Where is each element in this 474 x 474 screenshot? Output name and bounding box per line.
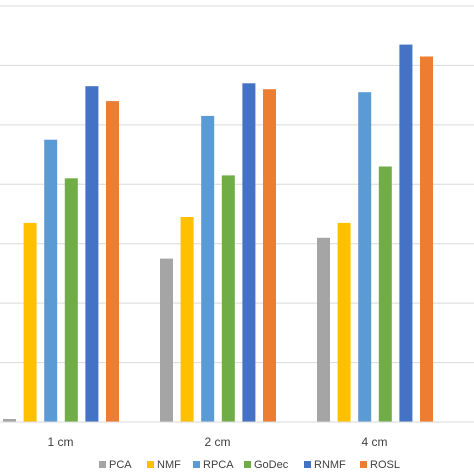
- legend-swatch-rpca: [193, 461, 200, 468]
- bar-rpca-4cm: [358, 92, 372, 422]
- legend-label-nmf: NMF: [157, 459, 181, 471]
- bar-pca-1cm: [3, 419, 16, 422]
- legend-label-pca: PCA: [109, 459, 132, 471]
- bar-pca-4cm: [317, 237, 330, 422]
- x-tick-labels: 1 cm 2 cm 4 cm: [47, 435, 387, 449]
- bar-godec-4cm: [378, 166, 392, 422]
- legend-swatch-rnmf: [304, 461, 311, 468]
- x-tick-label: 2 cm: [204, 435, 230, 449]
- bar-pca-2cm: [160, 258, 173, 422]
- bar-godec-2cm: [221, 175, 235, 422]
- legend-swatch-pca: [99, 461, 106, 468]
- bar-rnmf-4cm: [399, 44, 413, 422]
- bar-rosl-4cm: [420, 56, 433, 422]
- legend: PCA NMF RPCA GoDec RNMF ROSL: [99, 459, 400, 471]
- bar-rosl-1cm: [106, 101, 119, 422]
- legend-swatch-godec: [244, 461, 251, 468]
- legend-swatch-nmf: [147, 461, 154, 468]
- legend-label-rpca: RPCA: [203, 459, 234, 471]
- gridlines: [0, 5, 474, 364]
- x-tick-label: 4 cm: [361, 435, 387, 449]
- bar-rpca-2cm: [201, 115, 215, 423]
- legend-swatch-rosl: [360, 461, 367, 468]
- bar-nmf-2cm: [180, 217, 194, 422]
- legend-label-rnmf: RNMF: [314, 459, 346, 471]
- bar-rnmf-2cm: [242, 83, 256, 423]
- x-tick-label: 1 cm: [47, 435, 73, 449]
- bars: [3, 44, 433, 423]
- bar-godec-1cm: [64, 178, 78, 422]
- legend-label-rosl: ROSL: [370, 459, 400, 471]
- bar-rpca-1cm: [44, 139, 58, 422]
- bar-rnmf-1cm: [85, 86, 99, 422]
- legend-label-godec: GoDec: [254, 459, 289, 471]
- bar-nmf-4cm: [337, 222, 351, 422]
- bar-rosl-2cm: [263, 89, 276, 422]
- bar-nmf-1cm: [23, 222, 37, 422]
